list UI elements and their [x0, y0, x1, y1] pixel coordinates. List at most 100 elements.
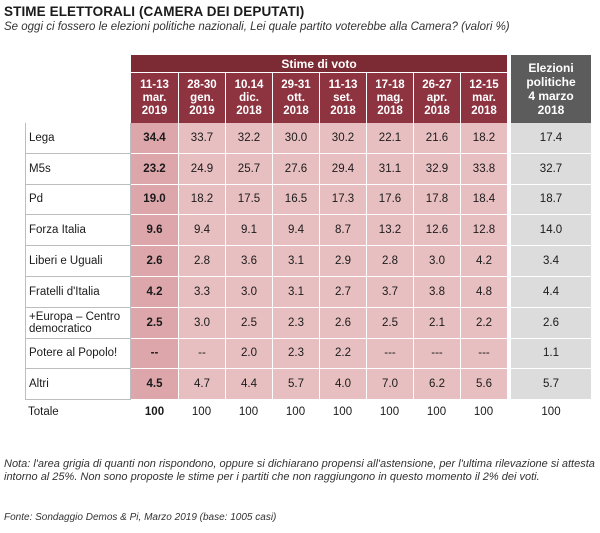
table-row: Pd 19.0 18.2 17.5 16.5 17.3 17.6 17.8 18.4 18.7: [25, 184, 591, 216]
value-cell: 33.8: [460, 153, 507, 185]
date-header-line: dic.: [239, 91, 259, 104]
value-cell: 4.2: [131, 276, 178, 308]
value-cell: 17.6: [366, 184, 413, 216]
value-cell: 2.5: [225, 307, 272, 339]
date-header-line: 17-18: [375, 78, 405, 91]
date-header-line: 26-27: [422, 78, 452, 91]
value-cell: 3.8: [413, 276, 460, 308]
value-cell: 2.6: [131, 246, 178, 277]
value-cell: 3.0: [178, 307, 225, 339]
election-header-line: 2018: [537, 103, 565, 117]
value-cell: 100: [413, 400, 460, 425]
date-header-line: 29-31: [281, 78, 311, 91]
value-cell: 32.2: [225, 123, 272, 154]
election-value-cell: 18.7: [507, 184, 591, 216]
party-name: Altri: [25, 369, 131, 401]
value-cell: 100: [131, 400, 178, 425]
chart-title: STIME ELETTORALI (CAMERA DEI DEPUTATI): [4, 4, 305, 19]
date-header: 29-31 ott. 2018: [272, 73, 319, 123]
election-header: Elezioni politiche 4 marzo 2018: [507, 55, 591, 123]
value-cell: ---: [366, 338, 413, 370]
value-cell: 2.9: [319, 246, 366, 277]
value-cell: 17.5: [225, 184, 272, 216]
date-header: 10.14 dic. 2018: [225, 73, 272, 123]
date-header: 28-30 gen. 2019: [178, 73, 225, 123]
value-cell: 33.7: [178, 123, 225, 154]
value-cell: 4.7: [178, 369, 225, 401]
party-name: Fratelli d'Italia: [25, 276, 131, 308]
value-cell: 16.5: [272, 184, 319, 216]
value-cell: 5.7: [272, 369, 319, 401]
table-row: Liberi e Uguali 2.6 2.8 3.6 3.1 2.9 2.8 3.0 4.2 3…: [25, 246, 591, 277]
value-cell: 8.7: [319, 215, 366, 247]
value-cell: 7.0: [366, 369, 413, 401]
date-header-line: 2018: [377, 104, 403, 117]
party-name: Lega: [25, 123, 131, 154]
table-row: Forza Italia 9.6 9.4 9.1 9.4 8.7 13.2 12.6 12.8 1…: [25, 215, 591, 247]
party-name: Potere al Popolo!: [25, 338, 131, 370]
election-value-cell: 5.7: [507, 369, 591, 401]
value-cell: ---: [413, 338, 460, 370]
date-header-line: gen.: [190, 91, 214, 104]
value-cell: 30.2: [319, 123, 366, 154]
value-cell: 100: [460, 400, 507, 425]
value-cell: 4.5: [131, 369, 178, 401]
value-cell: 2.2: [460, 307, 507, 339]
value-cell: 4.4: [225, 369, 272, 401]
date-header-line: 10.14: [234, 78, 264, 91]
value-cell: 2.5: [366, 307, 413, 339]
election-header-line: politiche: [526, 75, 576, 89]
date-header-line: apr.: [426, 91, 448, 104]
party-name: M5s: [25, 153, 131, 185]
value-cell: 23.2: [131, 153, 178, 185]
value-cell: 13.2: [366, 215, 413, 247]
value-cell: --: [131, 338, 178, 370]
date-header-line: mar.: [142, 91, 167, 104]
group-header: Stime di voto: [131, 55, 507, 73]
value-cell: 3.0: [413, 246, 460, 277]
value-cell: 2.6: [319, 307, 366, 339]
value-cell: 2.2: [319, 338, 366, 370]
date-header: 17-18 mag. 2018: [366, 73, 413, 123]
election-value-cell: 14.0: [507, 215, 591, 247]
party-name: Forza Italia: [25, 215, 131, 247]
value-cell: 3.3: [178, 276, 225, 308]
value-cell: 21.6: [413, 123, 460, 154]
value-cell: 18.2: [178, 184, 225, 216]
value-cell: 6.2: [413, 369, 460, 401]
election-header-line: Elezioni: [528, 61, 574, 75]
date-header: 26-27 apr. 2018: [413, 73, 460, 123]
total-row: Totale 100 100 100 100 100 100 100 100 100: [25, 400, 591, 425]
table-row: Altri 4.5 4.7 4.4 5.7 4.0 7.0 6.2 5.6 5.7: [25, 369, 591, 401]
election-header-line: 4 marzo: [528, 89, 574, 103]
date-header-line: 12-15: [469, 78, 499, 91]
party-name: +Europa – Centro democratico: [25, 307, 131, 339]
value-cell: 18.2: [460, 123, 507, 154]
date-header-line: 2018: [471, 104, 497, 117]
chart-subtitle: Se oggi ci fossero le elezioni politiche…: [4, 21, 510, 33]
value-cell: 9.4: [178, 215, 225, 247]
date-header-line: 2018: [330, 104, 356, 117]
value-cell: 100: [178, 400, 225, 425]
value-cell: 2.5: [131, 307, 178, 339]
election-value-cell: 17.4: [507, 123, 591, 154]
value-cell: 2.0: [225, 338, 272, 370]
table-row: Potere al Popolo! -- -- 2.0 2.3 2.2 --- --- --- 1…: [25, 338, 591, 370]
value-cell: 30.0: [272, 123, 319, 154]
estimates-table: Stime di voto Elezioni politiche 4 marzo…: [25, 55, 591, 425]
date-header-line: 2018: [424, 104, 450, 117]
value-cell: 27.6: [272, 153, 319, 185]
table-body: Lega 34.4 33.7 32.2 30.0 30.2 22.1 21.6 18.2 17.4…: [25, 123, 591, 425]
value-cell: 3.1: [272, 276, 319, 308]
party-name: Liberi e Uguali: [25, 246, 131, 277]
value-cell: 2.3: [272, 338, 319, 370]
value-cell: 9.6: [131, 215, 178, 247]
value-cell: 32.9: [413, 153, 460, 185]
value-cell: 17.3: [319, 184, 366, 216]
table-row: +Europa – Centro democratico 2.5 3.0 2.5 2.3…: [25, 307, 591, 339]
date-header: 11-13 mar. 2019: [131, 73, 178, 123]
value-cell: 24.9: [178, 153, 225, 185]
date-header-line: ott.: [287, 91, 305, 104]
value-cell: 100: [366, 400, 413, 425]
date-header-line: mar.: [472, 91, 496, 104]
